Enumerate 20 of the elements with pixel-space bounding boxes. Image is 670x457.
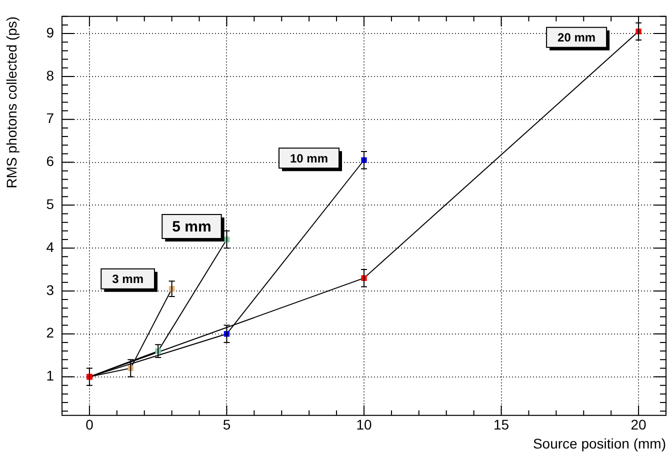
y-tick-label: 3 [46,282,54,298]
y-tick-label: 5 [46,196,54,212]
x-tick-label: 15 [493,416,510,433]
annotation: 5 mm [172,218,212,236]
y-tick-label: 8 [46,67,54,84]
y-tick-label: 2 [46,324,54,341]
x-tick-label: 5 [222,416,231,433]
y-tick-label: 4 [46,238,54,255]
annotation: 10 mm [290,151,328,166]
x-tick-label: 20 [630,416,647,433]
y-tick-label: 7 [46,110,54,126]
x-axis-title: Source position (mm) [532,435,666,452]
x-tick-label: 10 [356,416,372,433]
y-tick-label: 1 [46,368,54,384]
y-axis-title: RMS photons collected (ps) [3,16,20,188]
x-tick-label: 0 [86,416,94,433]
annotation: 20 mm [558,30,596,45]
y-tick-label: 6 [46,153,54,170]
annotation: 3 mm [112,272,144,286]
y-tick-label: 9 [46,24,54,40]
